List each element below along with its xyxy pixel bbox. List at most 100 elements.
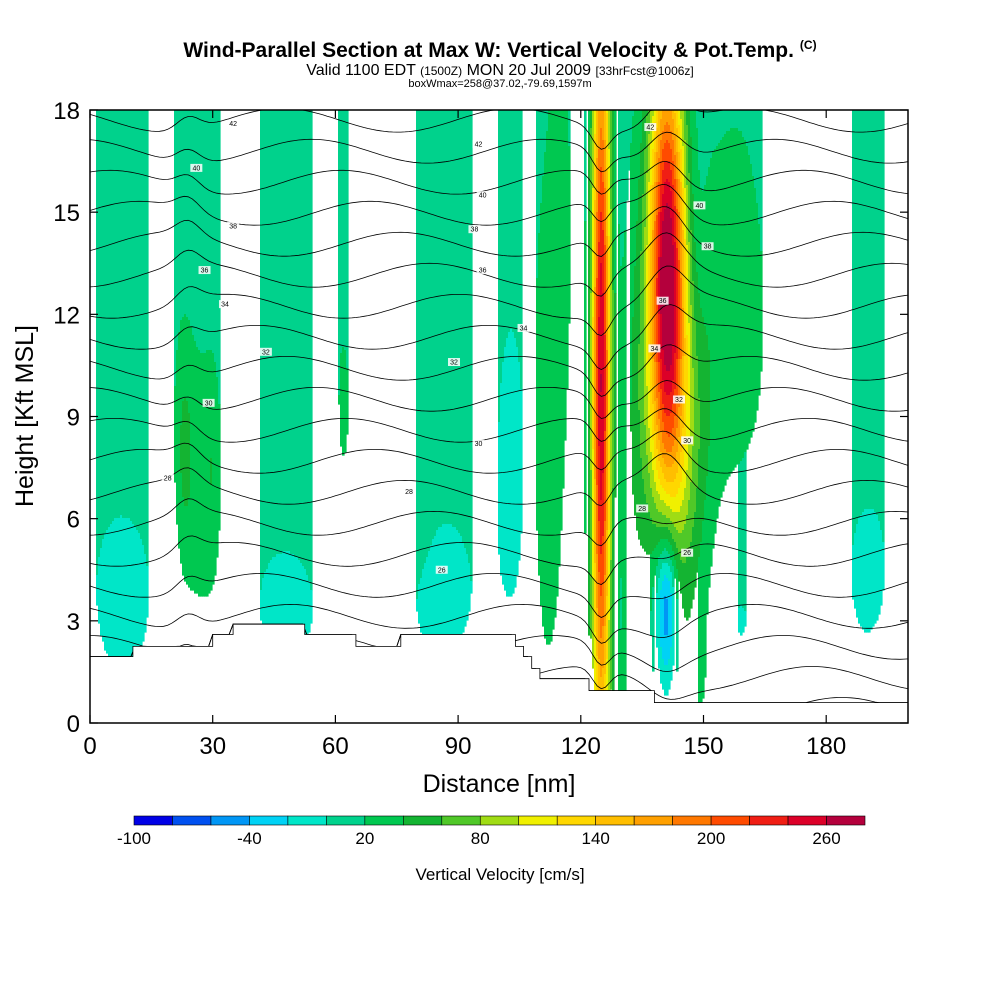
field-cell bbox=[864, 110, 867, 510]
field-cell bbox=[664, 110, 667, 126]
colorbar-swatch bbox=[364, 815, 404, 826]
field-cell bbox=[748, 155, 751, 444]
field-cell bbox=[702, 110, 705, 192]
isentrope-label-bg bbox=[701, 242, 714, 251]
field-cell bbox=[606, 170, 609, 237]
field-cell bbox=[688, 173, 691, 243]
field-cell bbox=[676, 530, 679, 549]
field-cell bbox=[752, 176, 755, 432]
field-cell bbox=[202, 353, 205, 597]
field-cell bbox=[658, 578, 661, 669]
colorbar-swatch bbox=[479, 815, 520, 826]
field-cell bbox=[536, 278, 539, 531]
field-cell bbox=[692, 194, 695, 282]
isentrope-line bbox=[89, 161, 909, 195]
field-cell bbox=[636, 221, 639, 531]
field-cell bbox=[682, 563, 685, 609]
field-cell bbox=[196, 347, 199, 594]
field-cell bbox=[606, 110, 609, 114]
field-cell bbox=[666, 563, 669, 579]
field-cell bbox=[278, 110, 281, 555]
field-cell bbox=[216, 377, 219, 558]
field-cell bbox=[600, 167, 603, 213]
field-cell bbox=[700, 542, 703, 711]
field-cell bbox=[674, 113, 677, 135]
field-cell bbox=[712, 110, 715, 153]
field-cell bbox=[658, 392, 661, 420]
field-cell bbox=[516, 347, 519, 576]
field-cell bbox=[684, 140, 687, 189]
field-cell bbox=[662, 458, 665, 474]
field-cell bbox=[724, 134, 727, 486]
field-cell bbox=[180, 110, 183, 321]
field-cell bbox=[104, 110, 107, 534]
field-cell bbox=[218, 404, 221, 531]
field-cell bbox=[648, 473, 651, 513]
field-cell bbox=[562, 110, 565, 489]
field-cell bbox=[564, 110, 567, 441]
field-cell bbox=[298, 110, 301, 561]
field-cell bbox=[702, 317, 705, 522]
field-cell bbox=[664, 449, 667, 465]
field-cell bbox=[672, 110, 675, 120]
field-cell bbox=[434, 536, 437, 654]
field-cell bbox=[706, 110, 709, 177]
isentrope-label-bg bbox=[517, 323, 530, 332]
field-cell bbox=[706, 476, 709, 615]
isentrope-label: 28 bbox=[164, 475, 172, 482]
field-cell bbox=[662, 488, 665, 501]
field-cell bbox=[668, 542, 671, 555]
field-cell bbox=[632, 116, 635, 318]
field-cell bbox=[656, 449, 659, 471]
field-cell bbox=[604, 140, 607, 189]
field-cell bbox=[704, 110, 707, 186]
field-cell bbox=[666, 161, 669, 180]
colorbar-swatch bbox=[441, 815, 481, 826]
field-cell bbox=[670, 545, 673, 561]
field-cell bbox=[604, 521, 607, 576]
field-cell bbox=[598, 242, 601, 318]
field-cell bbox=[594, 563, 597, 633]
field-cell bbox=[672, 512, 675, 525]
field-cell bbox=[424, 110, 427, 564]
x-tick-label: 0 bbox=[83, 733, 96, 760]
field-cell bbox=[694, 320, 697, 513]
field-cell bbox=[174, 110, 177, 387]
field-cell bbox=[668, 143, 671, 162]
field-cell bbox=[208, 110, 211, 351]
field-cell bbox=[676, 512, 679, 531]
field-cell bbox=[184, 110, 187, 315]
field-cell bbox=[700, 110, 703, 189]
field-cell bbox=[682, 530, 685, 564]
field-cell bbox=[692, 110, 695, 195]
field-cell bbox=[652, 524, 655, 552]
field-cell bbox=[212, 353, 215, 585]
field-cell bbox=[714, 110, 717, 150]
field-cell bbox=[470, 110, 473, 582]
field-cell bbox=[692, 446, 695, 528]
field-cell bbox=[134, 110, 137, 528]
field-cell bbox=[708, 350, 711, 447]
field-cell bbox=[666, 635, 669, 666]
isentrope-label-bg bbox=[648, 344, 661, 353]
field-cell bbox=[262, 578, 265, 630]
field-cell bbox=[446, 524, 449, 654]
field-cell bbox=[880, 110, 883, 531]
field-cell bbox=[698, 293, 701, 399]
field-cell bbox=[652, 470, 655, 498]
field-cell bbox=[594, 479, 597, 564]
field-cell bbox=[682, 467, 685, 501]
field-cell bbox=[518, 362, 521, 561]
field-cell bbox=[732, 128, 735, 471]
field-cell bbox=[862, 512, 865, 630]
field-cell bbox=[684, 110, 687, 141]
field-cell bbox=[420, 110, 423, 579]
field-cell bbox=[658, 557, 661, 579]
field-cell bbox=[648, 110, 651, 135]
field-cell bbox=[456, 110, 459, 531]
field-cell bbox=[126, 518, 129, 669]
field-cell bbox=[678, 464, 681, 489]
field-cell bbox=[180, 425, 183, 474]
field-cell bbox=[690, 137, 693, 231]
field-cell bbox=[696, 110, 699, 129]
